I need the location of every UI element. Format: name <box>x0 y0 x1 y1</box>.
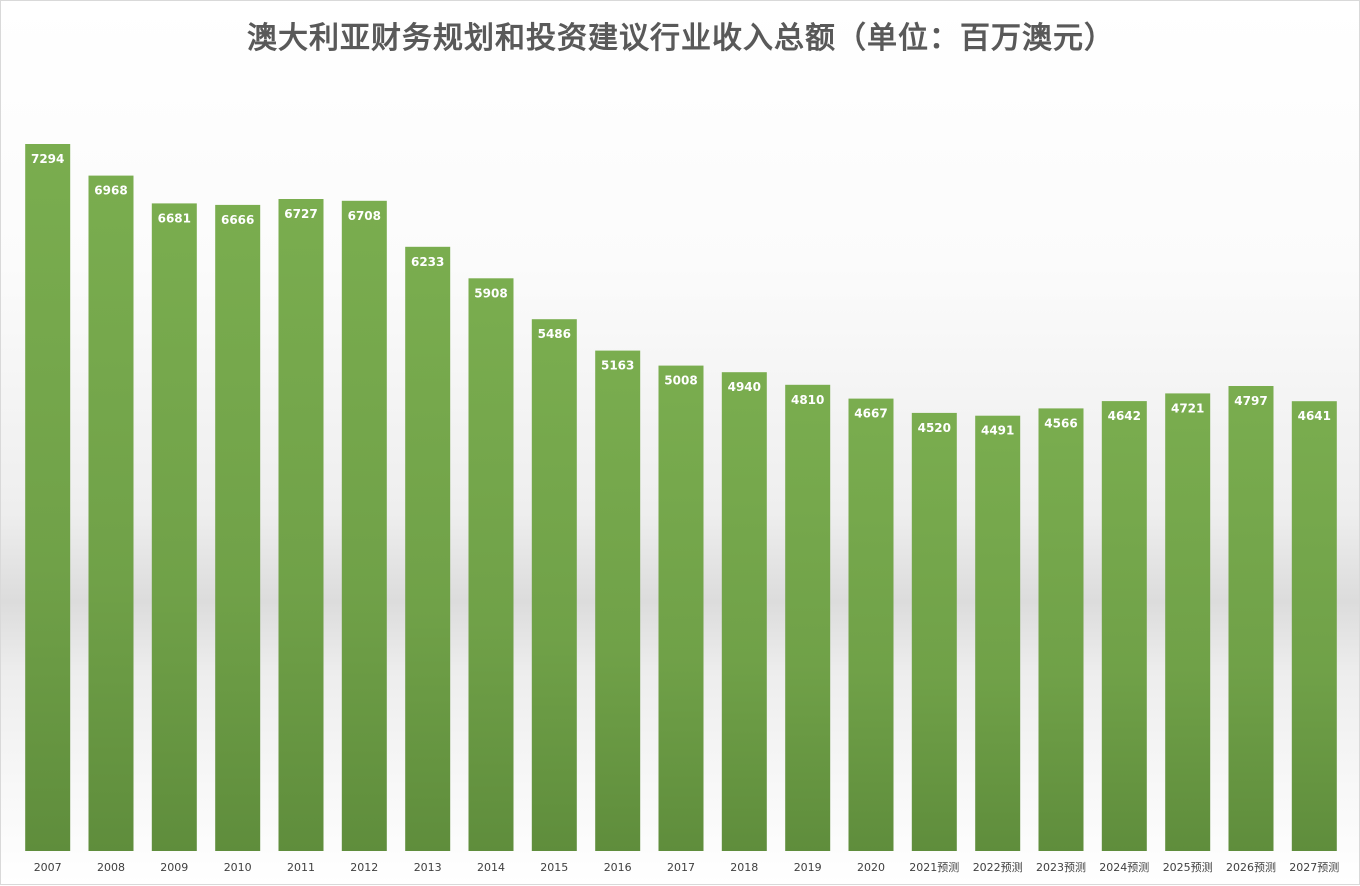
bar-2018 <box>721 372 767 851</box>
x-tick-label-2018: 2018 <box>730 861 758 874</box>
bar-2009 <box>151 203 197 851</box>
x-tick-label-2025预测: 2025预测 <box>1163 861 1213 874</box>
x-tick-label-2026预测: 2026预测 <box>1226 861 1276 874</box>
bar-2012 <box>341 200 387 852</box>
x-tick-label-2009: 2009 <box>160 861 188 874</box>
x-tick-label-2020: 2020 <box>857 861 885 874</box>
x-tick-label-2023预测: 2023预测 <box>1036 861 1086 874</box>
x-tick-label-2022预测: 2022预测 <box>973 861 1023 874</box>
x-tick-label-2007: 2007 <box>34 861 62 874</box>
bar-2011 <box>278 199 324 851</box>
data-label-2025预测: 4721 <box>1171 401 1204 415</box>
bar-2026预测 <box>1228 386 1274 851</box>
data-label-2009: 6681 <box>158 211 191 225</box>
data-label-2026预测: 4797 <box>1234 394 1267 408</box>
x-tick-label-2027预测: 2027预测 <box>1289 861 1339 874</box>
bar-2010 <box>215 204 261 851</box>
bar-2021预测 <box>911 412 957 851</box>
data-label-2019: 4810 <box>791 393 824 407</box>
bar-2015 <box>531 319 577 851</box>
bar-2007 <box>25 144 71 851</box>
bar-2019 <box>785 384 831 851</box>
x-tick-label-2016: 2016 <box>604 861 632 874</box>
data-label-2015: 5486 <box>538 327 571 341</box>
x-tick-label-2017: 2017 <box>667 861 695 874</box>
data-label-2023预测: 4566 <box>1044 416 1077 430</box>
x-tick-label-2014: 2014 <box>477 861 505 874</box>
data-label-2017: 5008 <box>664 374 697 388</box>
data-label-2014: 5908 <box>474 286 507 300</box>
chart-title: 澳大利亚财务规划和投资建议行业收入总额（单位：百万澳元） <box>247 21 1115 56</box>
bar-2014 <box>468 278 514 851</box>
bar-2020 <box>848 398 894 851</box>
data-label-2024预测: 4642 <box>1108 409 1141 423</box>
bar-2008 <box>88 175 134 852</box>
data-label-2011: 6727 <box>284 207 317 221</box>
data-label-2010: 6666 <box>221 213 254 227</box>
data-label-2027预测: 4641 <box>1298 409 1331 423</box>
bar-2024预测 <box>1101 401 1147 851</box>
bar-2027预测 <box>1291 401 1337 851</box>
x-tick-label-2013: 2013 <box>414 861 442 874</box>
x-tick-label-2008: 2008 <box>97 861 125 874</box>
x-tick-label-2019: 2019 <box>794 861 822 874</box>
data-label-2007: 7294 <box>31 152 64 166</box>
x-tick-label-2024预测: 2024预测 <box>1099 861 1149 874</box>
x-tick-label-2010: 2010 <box>224 861 252 874</box>
data-label-2020: 4667 <box>854 407 887 421</box>
data-label-2018: 4940 <box>728 380 761 394</box>
data-label-2016: 5163 <box>601 359 634 373</box>
x-tick-label-2011: 2011 <box>287 861 315 874</box>
data-label-2012: 6708 <box>348 209 381 223</box>
bar-2022预测 <box>975 415 1021 851</box>
data-label-2008: 6968 <box>94 184 127 198</box>
x-tick-label-2015: 2015 <box>540 861 568 874</box>
bar-2013 <box>405 246 451 852</box>
data-label-2021预测: 4520 <box>918 421 951 435</box>
x-tick-label-2012: 2012 <box>350 861 378 874</box>
bar-2025预测 <box>1165 393 1211 851</box>
bar-2023预测 <box>1038 408 1084 851</box>
bar-2017 <box>658 365 704 851</box>
data-label-2022预测: 4491 <box>981 424 1014 438</box>
x-tick-label-2021预测: 2021预测 <box>909 861 959 874</box>
data-label-2013: 6233 <box>411 255 444 269</box>
bar-2016 <box>595 350 641 851</box>
